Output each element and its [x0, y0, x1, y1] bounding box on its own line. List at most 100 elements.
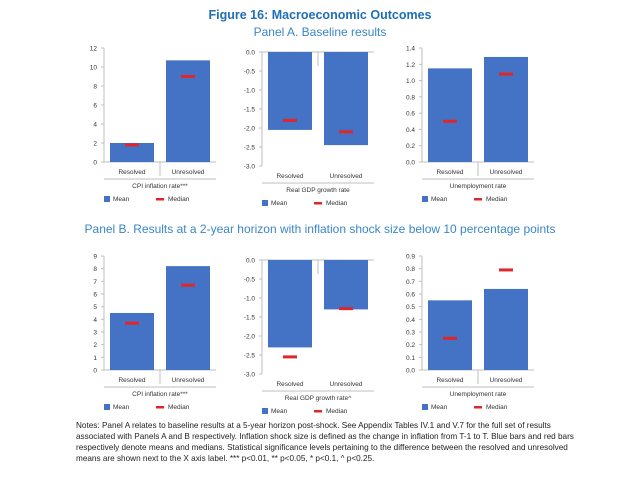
y-tick-label: 0 — [93, 160, 97, 167]
figure-notes: Notes: Panel A relates to baseline resul… — [76, 421, 574, 463]
median-marker-resolved — [443, 119, 457, 123]
chart-a-unemployment: 0.0 0.2 0.4 0.6 0.8 1.0 1.2 1.4 Resolved Unresolv… — [406, 46, 534, 203]
y-tick-label: 0.0 — [406, 160, 415, 167]
chart-b-cpi-inflation: 0 1 2 3 4 5 6 7 8 9 Resolved Unresolved CPI inflatio… — [93, 254, 216, 411]
chart-a-cpi-inflation: 0 2 4 6 8 10 12 Resolved Unresolved CPI inflation… — [90, 46, 216, 203]
median-marker-unresolved — [339, 307, 353, 311]
chart-a-real-gdp: 0.0 -0.5 -1.0 -1.5 -2.0 -2.5 -3.0 Resolved Unres… — [244, 50, 374, 207]
median-marker-resolved — [443, 336, 457, 340]
y-tick-label: 0.3 — [406, 330, 415, 337]
median-marker-unresolved — [499, 72, 513, 76]
legend-median-label: Median — [168, 404, 190, 411]
legend-median-label: Median — [326, 200, 348, 207]
median-marker-unresolved — [181, 283, 195, 287]
mean-bar-resolved — [110, 143, 154, 162]
y-tick-label: 0.1 — [406, 355, 415, 362]
y-tick-label: 8 — [93, 84, 97, 91]
legend-mean-swatch — [262, 408, 268, 414]
legend-mean-label: Mean — [113, 404, 130, 411]
y-tick-label: 0.5 — [406, 304, 415, 311]
panel-b-title: Panel B. Results at a 2-year horizon wit… — [84, 222, 556, 236]
legend-median-label: Median — [326, 408, 348, 415]
category-label: Resolved — [276, 173, 303, 180]
x-axis-label: Real GDP growth rate — [286, 187, 350, 194]
category-label: Resolved — [118, 377, 145, 384]
mean-bar-unresolved — [166, 266, 210, 370]
median-marker-unresolved — [339, 130, 353, 134]
legend-mean-label: Mean — [431, 404, 448, 411]
y-tick-label: 4 — [93, 317, 97, 324]
y-tick-label: 0.2 — [406, 342, 415, 349]
mean-bar-resolved — [110, 313, 154, 370]
mean-bar-resolved — [268, 260, 312, 348]
x-axis-label: Unemployment rate — [450, 391, 507, 398]
legend-median-label: Median — [486, 196, 508, 203]
legend-median-swatch — [156, 406, 164, 409]
y-tick-label: 0.6 — [406, 292, 415, 299]
category-label: Unresolved — [490, 169, 523, 176]
y-tick-label: 0.0 — [246, 50, 255, 57]
legend-mean-swatch — [422, 404, 428, 410]
y-tick-label: -2.0 — [244, 334, 256, 341]
panel-a-title: Panel A. Baseline results — [253, 25, 387, 39]
legend-mean-swatch — [104, 404, 110, 410]
category-label: Resolved — [118, 169, 145, 176]
legend-median-swatch — [474, 198, 482, 201]
y-tick-label: 1.0 — [406, 78, 415, 85]
y-tick-label: 5 — [93, 304, 97, 311]
x-axis-label: CPI inflation rate*** — [132, 183, 188, 190]
y-tick-label: -1.5 — [244, 315, 256, 322]
y-tick-label: 0.4 — [406, 127, 415, 134]
legend-mean-swatch — [422, 196, 428, 202]
mean-bar-resolved — [428, 68, 472, 162]
y-tick-label: 6 — [93, 292, 97, 299]
legend-mean-swatch — [104, 196, 110, 202]
y-tick-label: -0.5 — [244, 277, 256, 284]
legend-median-swatch — [314, 410, 322, 413]
legend-median-label: Median — [486, 404, 508, 411]
legend-mean-label: Mean — [271, 408, 288, 415]
y-tick-label: 6 — [93, 103, 97, 110]
median-marker-resolved — [283, 355, 297, 359]
legend-median-swatch — [156, 198, 164, 201]
y-tick-label: -1.0 — [244, 88, 256, 95]
mean-bar-resolved — [268, 52, 312, 130]
figure-title: Figure 16: Macroeconomic Outcomes — [208, 8, 432, 22]
mean-bar-resolved — [428, 300, 472, 370]
y-tick-label: 1.2 — [406, 62, 415, 69]
y-tick-label: 3 — [93, 330, 97, 337]
y-tick-label: -2.5 — [244, 353, 256, 360]
category-label: Resolved — [276, 381, 303, 388]
y-tick-label: 0.0 — [246, 258, 255, 265]
chart-b-unemployment: 0.0 0.1 0.2 0.3 0.4 0.5 0.6 0.7 0.8 0.9 Resolved Un… — [406, 254, 534, 411]
mean-bar-unresolved — [484, 288, 528, 370]
y-tick-label: 0.6 — [406, 111, 415, 118]
y-tick-label: 9 — [93, 254, 97, 261]
legend-median-label: Median — [168, 196, 190, 203]
chart-b-real-gdp: 0.0 -0.5 -1.0 -1.5 -2.0 -2.5 -3.0 Resolved Unres… — [244, 258, 374, 415]
legend-median-swatch — [474, 406, 482, 409]
y-tick-label: 4 — [93, 122, 97, 129]
legend-median-swatch — [314, 202, 322, 205]
y-tick-label: 2 — [93, 141, 97, 148]
y-tick-label: 0.8 — [406, 266, 415, 273]
x-axis-label: Unemployment rate — [450, 183, 507, 190]
legend-mean-label: Mean — [271, 200, 288, 207]
y-tick-label: 10 — [90, 65, 98, 72]
legend-mean-label: Mean — [113, 196, 130, 203]
category-label: Resolved — [436, 377, 463, 384]
y-tick-label: 0.9 — [406, 254, 415, 261]
y-tick-label: 1.4 — [406, 46, 415, 53]
median-marker-unresolved — [499, 268, 513, 272]
y-tick-label: 0 — [93, 368, 97, 375]
category-label: Unresolved — [330, 173, 363, 180]
mean-bar-unresolved — [324, 260, 368, 310]
category-label: Unresolved — [172, 377, 205, 384]
x-axis-label: CPI inflation rate*** — [132, 391, 188, 398]
category-label: Resolved — [436, 169, 463, 176]
legend-mean-label: Mean — [431, 196, 448, 203]
y-tick-label: 0.4 — [406, 317, 415, 324]
category-label: Unresolved — [330, 381, 363, 388]
category-label: Unresolved — [172, 169, 205, 176]
median-marker-resolved — [125, 321, 139, 325]
